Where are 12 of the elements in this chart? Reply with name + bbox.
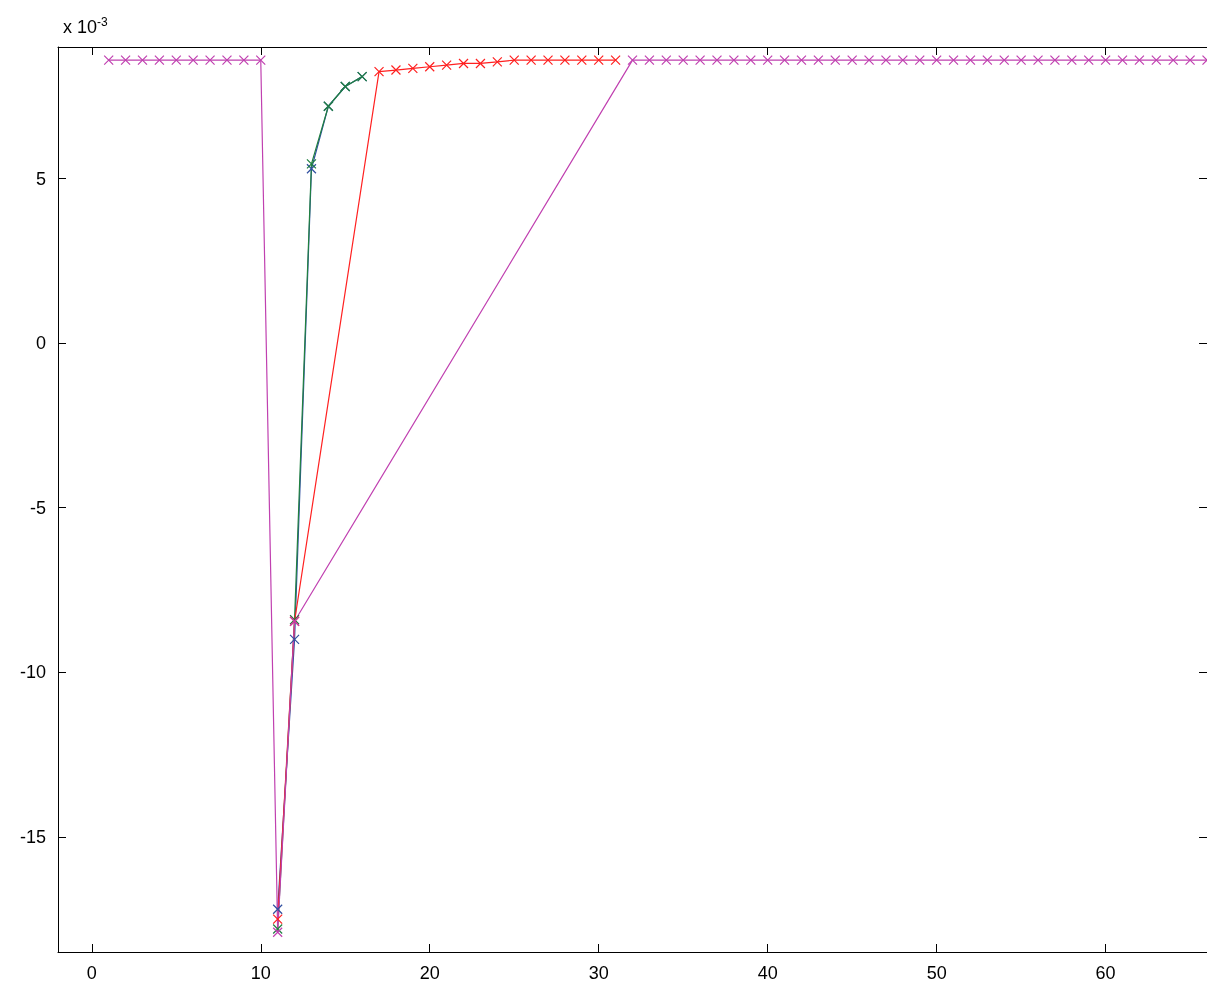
y-tick-label: -15 — [19, 826, 46, 847]
y-tick-label: 0 — [35, 333, 46, 354]
y-tick-label: -10 — [19, 662, 46, 683]
y-tick-label: 5 — [35, 168, 46, 189]
y-tick-label: -5 — [29, 497, 46, 518]
x-tick-label: 40 — [757, 963, 778, 983]
x-tick-label: 30 — [588, 963, 609, 983]
x-tick-label: 60 — [1095, 963, 1116, 983]
x-tick-label: 50 — [926, 963, 947, 983]
x-tick-label: 20 — [419, 963, 440, 983]
x-tick-label: 0 — [86, 963, 97, 983]
x-tick-label: 10 — [250, 963, 271, 983]
